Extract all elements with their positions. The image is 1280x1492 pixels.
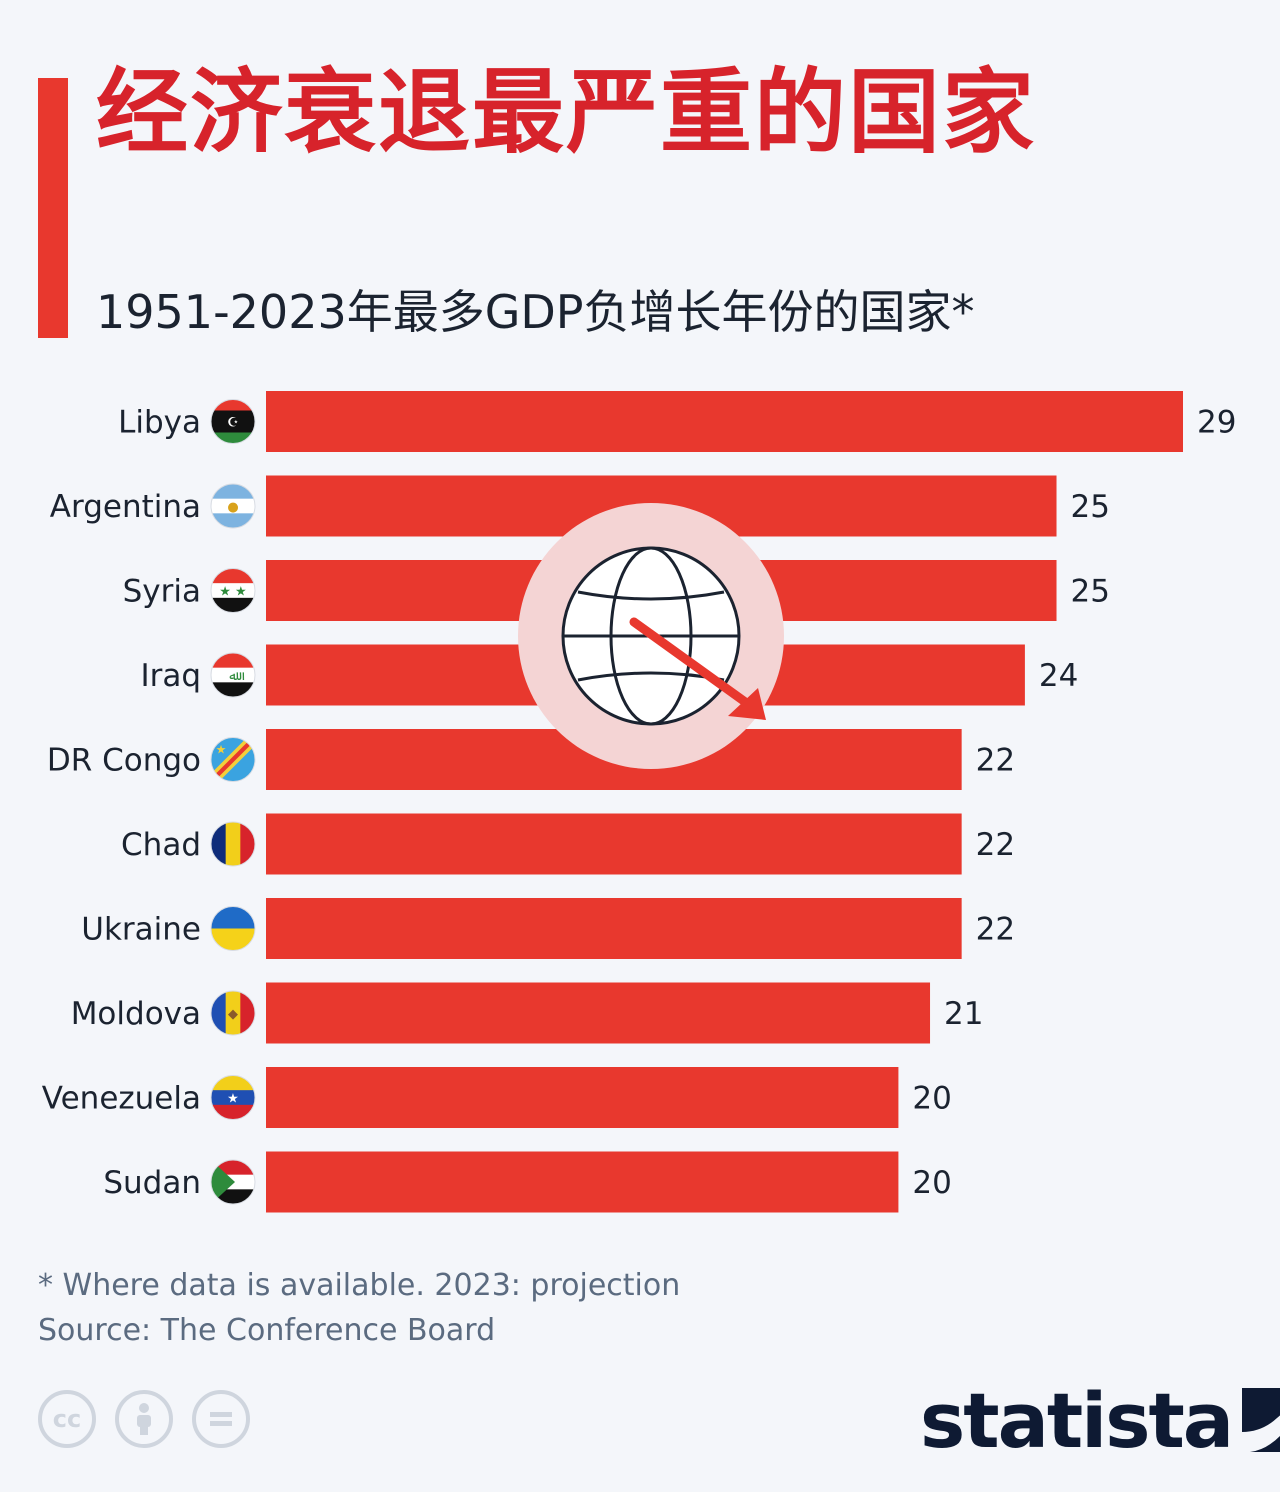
value-label: 25 — [1071, 574, 1110, 610]
svg-text:☪: ☪ — [227, 416, 239, 431]
person-icon — [137, 1403, 151, 1435]
bar-libya[interactable] — [266, 391, 1183, 452]
category-label: Argentina — [50, 489, 201, 525]
svg-text:◆: ◆ — [228, 1007, 238, 1022]
bar-chad[interactable] — [266, 813, 962, 875]
value-label: 24 — [1039, 658, 1078, 694]
category-label: Libya — [118, 405, 201, 441]
value-label: 21 — [944, 996, 983, 1032]
bar-venezuela[interactable] — [266, 1067, 899, 1128]
noderivs-icon[interactable] — [192, 1390, 250, 1448]
value-label: 22 — [976, 912, 1015, 948]
svg-text:★ ★: ★ ★ — [219, 585, 246, 600]
bar-moldova[interactable] — [266, 982, 931, 1044]
syria-flag-icon: ★ ★ — [210, 568, 256, 613]
page-subtitle: 1951-2023年最多GDP负增长年份的国家* — [96, 285, 975, 339]
argentina-flag-icon: ● — [210, 483, 256, 529]
value-label: 25 — [1071, 489, 1110, 525]
logo-text: statista — [920, 1375, 1234, 1465]
category-label: DR Congo — [47, 743, 201, 779]
globe-decline-icon — [518, 503, 784, 769]
value-label: 22 — [976, 827, 1015, 863]
value-label: 29 — [1197, 405, 1236, 441]
value-label: 20 — [912, 1081, 951, 1117]
category-label: Moldova — [71, 996, 201, 1032]
iraq-flag-icon: ﷲ — [210, 652, 256, 698]
category-label: Sudan — [103, 1165, 201, 1201]
category-label: Iraq — [140, 658, 201, 694]
statista-logo-icon — [1242, 1388, 1280, 1452]
attribution-icon[interactable] — [115, 1390, 173, 1448]
value-label: 22 — [976, 743, 1015, 779]
category-label: Syria — [123, 574, 201, 610]
libya-flag-icon: ☪ — [210, 399, 256, 444]
cc-icon[interactable]: cc — [38, 1390, 96, 1448]
statista-logo[interactable]: statista — [920, 1375, 1280, 1465]
source-note[interactable]: Source: The Conference Board — [38, 1313, 496, 1348]
dr-congo-flag-icon: ★ — [210, 737, 256, 782]
bar-sudan[interactable] — [266, 1151, 899, 1213]
chad-flag-icon — [210, 821, 256, 867]
ukraine-flag-icon — [210, 906, 256, 951]
footnote: * Where data is available. 2023: project… — [38, 1268, 681, 1303]
page-title: 经济衰退最严重的国家 — [96, 59, 1037, 166]
svg-text:●: ● — [227, 500, 238, 515]
category-label: Venezuela — [42, 1081, 201, 1117]
svg-text:★: ★ — [227, 1092, 239, 1107]
value-label: 20 — [912, 1165, 951, 1201]
moldova-flag-icon: ◆ — [210, 990, 256, 1036]
category-label: Ukraine — [81, 912, 201, 948]
accent-bar — [38, 78, 68, 338]
bar-chart: Libya ☪ 29 Argentina ● 25 Syria ★ ★ 25 Iraq ﷲ 24 DR … — [42, 391, 1236, 1213]
venezuela-flag-icon: ★ — [210, 1075, 256, 1120]
category-label: Chad — [121, 827, 201, 863]
equals-icon — [210, 1412, 232, 1426]
bar-ukraine[interactable] — [266, 898, 962, 959]
svg-text:★: ★ — [216, 743, 227, 757]
sudan-flag-icon — [210, 1159, 256, 1205]
